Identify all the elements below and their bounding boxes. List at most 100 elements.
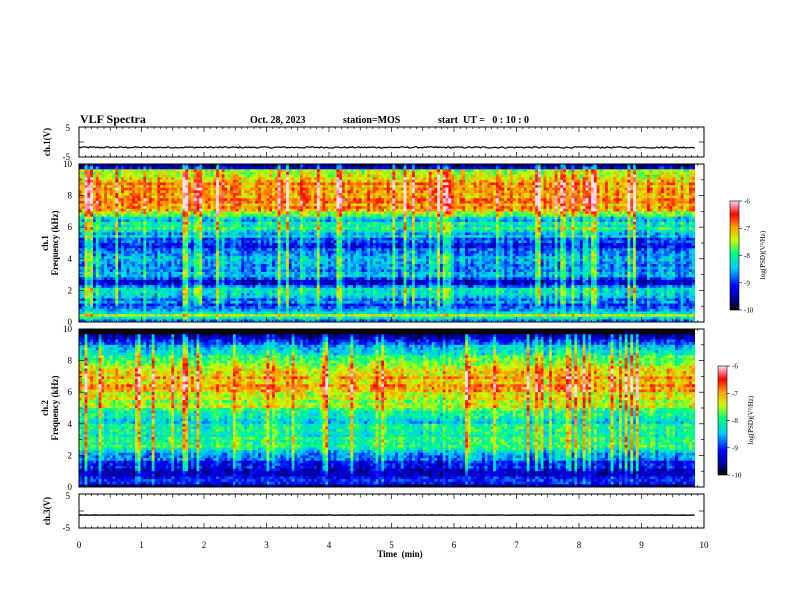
spectrogram-cell [93, 172, 96, 175]
spectrogram-cell [127, 196, 130, 199]
spectrogram-cell [129, 190, 132, 193]
spectrogram-cell [85, 246, 88, 249]
spectrogram-cell [93, 314, 96, 317]
spectrogram-cell [93, 280, 96, 283]
spectrogram-cell [101, 306, 104, 309]
spectrogram-cell [132, 209, 135, 212]
spectrogram-cell [129, 211, 132, 214]
spectrogram-cell [85, 225, 88, 228]
spectrogram-cell [87, 296, 90, 299]
spectrogram-cell [96, 256, 99, 259]
spectrogram-cell [121, 238, 124, 241]
spectrogram-cell [104, 306, 107, 309]
spectrogram-cell [124, 219, 127, 222]
spectrogram-cell [96, 175, 99, 178]
spectrogram-cell [110, 248, 113, 251]
spectrogram-cell [90, 180, 93, 183]
spectrogram-cell [107, 180, 110, 183]
spectrogram-cell [118, 311, 121, 314]
spectrogram-cell [132, 314, 135, 317]
spectrogram-cell [118, 248, 121, 251]
spectrogram-cell [101, 290, 104, 293]
spectrogram-cell [115, 254, 118, 257]
spectrogram-cell [127, 238, 130, 241]
spectrogram-cell [127, 301, 130, 304]
spectrogram-cell [121, 290, 124, 293]
spectrogram-cell [127, 193, 130, 196]
spectrogram-cell [107, 182, 110, 185]
spectrogram-cell [104, 196, 107, 199]
spectrogram-cell [107, 275, 110, 278]
spectrogram-cell [93, 311, 96, 314]
spectrogram-cell [107, 193, 110, 196]
spectrogram-cell [101, 304, 104, 307]
spectrogram-cell [99, 309, 102, 312]
spectrogram-cell [104, 261, 107, 264]
spectrogram-cell [132, 256, 135, 259]
spectrogram-cell [96, 182, 99, 185]
spectrogram-cell [101, 230, 104, 233]
spectrogram-cell [124, 293, 127, 296]
spectrogram-cell [113, 172, 116, 175]
spectrogram-cell [115, 275, 118, 278]
spectrogram-cell [115, 240, 118, 243]
spectrogram-cell [93, 277, 96, 280]
spectrogram-cell [132, 193, 135, 196]
spectrogram-cell [121, 219, 124, 222]
spectrogram-cell [124, 248, 127, 251]
spectrogram-cell [118, 235, 121, 238]
spectrogram-cell [96, 311, 99, 314]
spectrogram-cell [121, 304, 124, 307]
spectrogram-cell [132, 227, 135, 230]
spectrogram-cell [87, 269, 90, 272]
spectrogram-cell [96, 293, 99, 296]
spectrogram-cell [124, 317, 127, 320]
spectrogram-cell [87, 251, 90, 254]
spectrogram-cell [87, 238, 90, 241]
spectrogram-cell [107, 190, 110, 193]
spectrogram-cell [96, 269, 99, 272]
spectrogram-cell [107, 177, 110, 180]
spectrogram-cell [113, 309, 116, 312]
spectrogram-cell [104, 222, 107, 225]
spectrogram-cell [127, 251, 130, 254]
spectrogram-cell [85, 196, 88, 199]
spectrogram-cell [90, 311, 93, 314]
spectrogram-cell [110, 293, 113, 296]
spectrogram-cell [115, 235, 118, 238]
spectrogram-cell [87, 182, 90, 185]
spectrogram-cell [96, 248, 99, 251]
spectrogram-cell [99, 167, 102, 170]
spectrogram-cell [101, 169, 104, 172]
spectrogram-cell [135, 172, 138, 175]
spectrogram-cell [132, 293, 135, 296]
spectrogram-cell [129, 256, 132, 259]
spectrogram-cell [104, 251, 107, 254]
spectrogram-cell [82, 317, 85, 320]
spectrogram-cell [115, 214, 118, 217]
spectrogram-cell [82, 304, 85, 307]
spectrogram-cell [90, 182, 93, 185]
spectrogram-cell [129, 175, 132, 178]
spectrogram-cell [93, 222, 96, 225]
spectrogram-cell [82, 251, 85, 254]
spectrogram-cell [132, 267, 135, 270]
spectrogram-cell [93, 267, 96, 270]
spectrogram-cell [96, 285, 99, 288]
spectrogram-cell [85, 180, 88, 183]
spectrogram-cell [101, 296, 104, 299]
ch1-waveform-ticks [79, 127, 704, 157]
spectrogram-cell [124, 298, 127, 301]
spectrogram-cell [115, 301, 118, 304]
spectrogram-cell [99, 296, 102, 299]
spectrogram-cell [101, 298, 104, 301]
spectrogram-cell [118, 217, 121, 220]
spectrogram-cell [90, 209, 93, 212]
spectrogram-cell [121, 217, 124, 220]
spectrogram-cell [118, 317, 121, 320]
spectrogram-cell [107, 172, 110, 175]
spectrogram-cell [82, 275, 85, 278]
spectrogram-cell [113, 298, 116, 301]
spectrogram-cell [93, 246, 96, 249]
spectrogram-cell [124, 311, 127, 314]
